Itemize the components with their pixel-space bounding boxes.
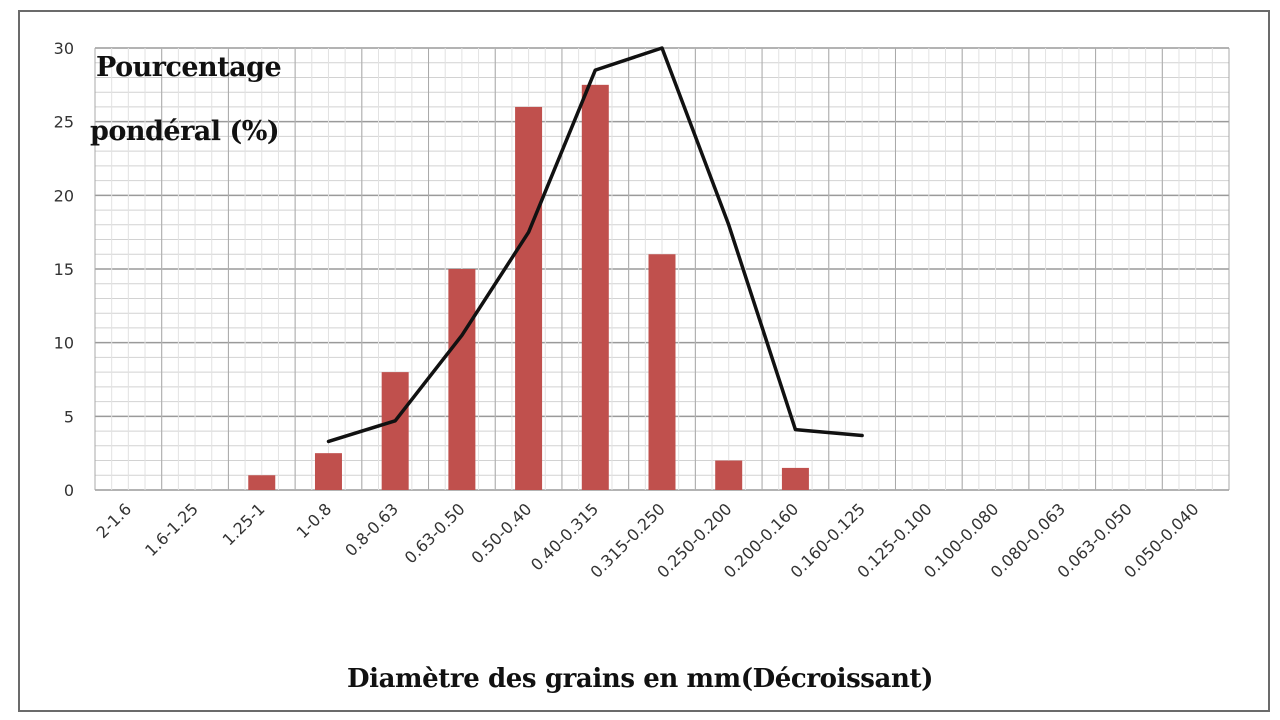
y-tick-label: 30 xyxy=(54,39,74,58)
y-axis-label-line1: Pourcentage xyxy=(96,52,282,83)
y-tick-label: 5 xyxy=(64,407,74,426)
x-tick-label: 1.25-1 xyxy=(219,499,269,549)
bar xyxy=(448,269,476,490)
chart-frame xyxy=(18,10,1270,712)
bar xyxy=(648,254,676,490)
x-tick-label: 0.63-0.50 xyxy=(401,499,469,567)
bar xyxy=(515,106,543,490)
y-axis-label-line2: pondéral (%) xyxy=(90,116,280,147)
y-tick-label: 0 xyxy=(64,481,74,500)
bar xyxy=(581,84,609,490)
x-tick-label: 0.8-0.63 xyxy=(341,499,402,560)
x-tick-label: 1-0.8 xyxy=(293,499,336,542)
bar xyxy=(715,460,743,490)
x-axis-ticks: 2-1.6 1.6-1.25 1.25-1 1-0.8 0.8-0.630.63-0.5… xyxy=(92,499,1202,581)
bar xyxy=(781,467,809,490)
y-tick-label: 10 xyxy=(54,334,74,353)
x-tick-label: 2-1.6 xyxy=(92,499,135,542)
x-tick-label: 0.50-0.40 xyxy=(468,499,536,567)
x-axis-label: Diamètre des grains en mm(Décroissant) xyxy=(346,664,934,694)
y-axis-ticks: 0 5 10 15 20 25 30 xyxy=(54,39,74,500)
line-series xyxy=(326,46,864,444)
y-tick-label: 25 xyxy=(54,113,74,132)
bar xyxy=(248,475,276,490)
y-tick-label: 15 xyxy=(54,260,74,279)
bar-series xyxy=(248,84,809,490)
y-tick-label: 20 xyxy=(54,186,74,205)
line-path xyxy=(326,46,864,444)
bar xyxy=(314,453,342,490)
x-tick-label: 1.6-1.25 xyxy=(141,499,202,560)
bar xyxy=(381,372,409,490)
